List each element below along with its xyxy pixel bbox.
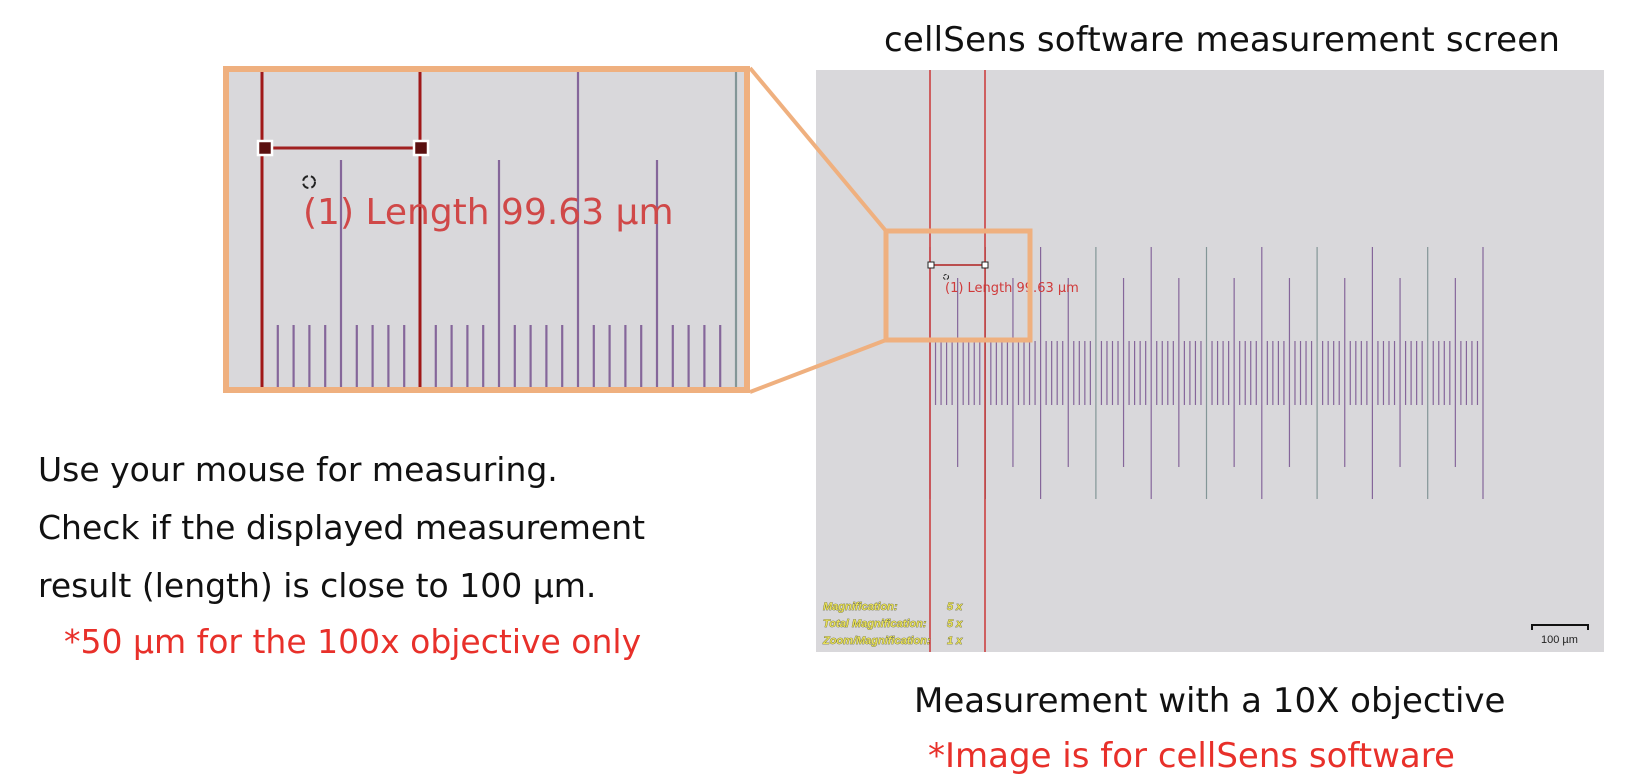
- overlay-label-total-magnification: Total Magnification:: [823, 618, 927, 630]
- inset-handle-end: [412, 139, 430, 157]
- measurement-label: (1) Length 99.63 µm: [945, 281, 1079, 296]
- microscope-image: (1) Length 99.63 µm Magnification: 5 x T…: [816, 70, 1604, 652]
- caption-objective: Measurement with a 10X objective: [914, 681, 1506, 721]
- cursor-icon: [943, 274, 949, 280]
- inset-handle-start: [256, 139, 274, 157]
- connector-line-bottom: [749, 338, 887, 394]
- overlay-value-total-magnification: 5 x: [947, 618, 963, 630]
- overlay-value-magnification: 5 x: [947, 601, 963, 613]
- instruction-line-2: Check if the displayed measurement: [38, 508, 646, 547]
- instruction-line-1: Use your mouse for measuring.: [38, 450, 558, 489]
- inset-measurement-label: (1) Length 99.63 µm: [303, 192, 674, 233]
- enlarged-inset: (1) Length 99.63 µm: [223, 66, 750, 393]
- overlay-label-zoom-magnification: Zoom/Magnification:: [822, 635, 931, 647]
- scale-bar: 100 µm: [1531, 624, 1589, 646]
- overlay-label-magnification: Magnification:: [823, 601, 898, 613]
- zoom-region-highlight: [883, 228, 1033, 343]
- overlay-value-zoom-magnification: 1 x: [947, 635, 963, 647]
- micrometer-ruler: [929, 247, 1484, 499]
- magnification-overlay: Magnification: 5 x Total Magnification: …: [822, 601, 964, 648]
- scale-bar-label: 100 µm: [1541, 634, 1578, 646]
- page-title: cellSens software measurement screen: [884, 20, 1561, 60]
- inset-cursor-icon: [302, 175, 316, 189]
- measure-handle-start[interactable]: [927, 261, 935, 269]
- measure-handle-end[interactable]: [981, 261, 989, 269]
- instruction-note: *50 µm for the 100x objective only: [64, 622, 642, 661]
- instruction-line-3: result (length) is close to 100 µm.: [38, 566, 597, 605]
- connector-line-top: [748, 66, 888, 233]
- caption-note: *Image is for cellSens software: [928, 736, 1455, 776]
